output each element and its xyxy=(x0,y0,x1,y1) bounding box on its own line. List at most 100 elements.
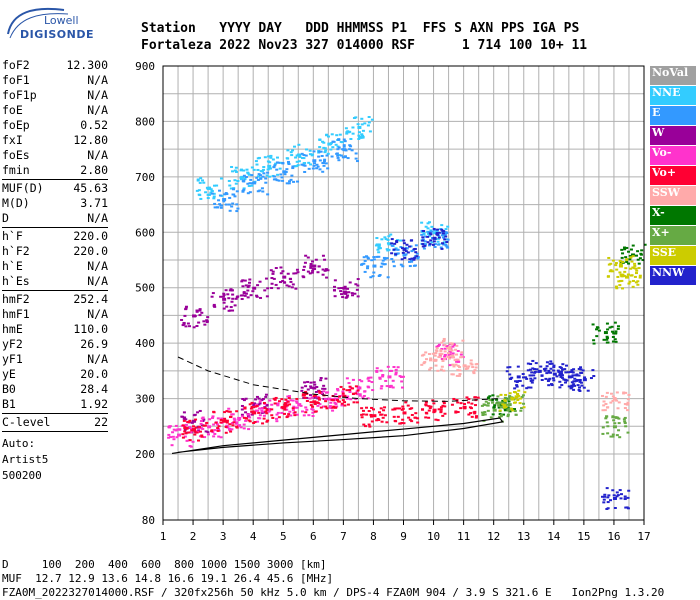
data-point-nnw xyxy=(390,238,394,241)
data-point-ssw xyxy=(470,363,474,366)
data-point-ssw xyxy=(438,355,442,358)
data-point-sse xyxy=(632,267,636,270)
data-point-sse xyxy=(515,393,519,396)
data-point-vo+ xyxy=(286,415,290,418)
data-point-nne xyxy=(297,143,301,146)
data-point-ssw xyxy=(424,351,428,354)
data-point-vo- xyxy=(447,353,452,357)
data-point-nnw xyxy=(408,245,412,248)
data-point-ssw xyxy=(469,362,473,365)
x-tick-label: 15 xyxy=(577,530,590,543)
data-point-nnw xyxy=(443,238,447,241)
data-point-w xyxy=(195,310,199,313)
data-point-sse xyxy=(611,259,615,262)
data-point-sse xyxy=(503,404,507,407)
data-point-w xyxy=(198,409,202,412)
data-point-vo+ xyxy=(467,398,471,401)
data-point-vo+ xyxy=(185,427,189,430)
data-point-x+ xyxy=(519,409,523,412)
data-point-vo- xyxy=(232,417,236,420)
param-name: foF1 xyxy=(2,73,30,87)
legend-item: E xyxy=(650,106,696,125)
data-point-vo+ xyxy=(317,396,321,399)
data-point-vo+ xyxy=(348,385,352,388)
data-point-e xyxy=(396,248,400,251)
data-point-x+ xyxy=(506,415,510,418)
x-tick-label: 13 xyxy=(517,530,530,543)
data-point-nnw xyxy=(579,381,583,384)
data-point-vo+ xyxy=(333,406,337,409)
data-point-x+ xyxy=(521,394,525,397)
data-point-nnw xyxy=(547,384,551,387)
data-point-vo+ xyxy=(304,392,308,395)
data-point-nne xyxy=(196,178,200,181)
data-point-nne xyxy=(318,138,322,141)
data-point-nnw xyxy=(393,242,397,245)
data-point-w xyxy=(322,397,326,400)
data-point-vo- xyxy=(316,404,320,407)
data-point-nnw xyxy=(615,491,619,494)
data-point-vo- xyxy=(291,399,295,402)
data-point-ssw xyxy=(428,368,432,371)
data-point-vo+ xyxy=(401,407,405,410)
data-point-x- xyxy=(640,249,644,252)
data-point-nne xyxy=(300,157,304,160)
data-point-vo+ xyxy=(337,395,341,398)
data-point-w xyxy=(292,272,296,275)
data-point-ssw xyxy=(613,397,617,400)
data-point-nne xyxy=(215,184,219,187)
data-point-w xyxy=(257,403,261,406)
data-point-x- xyxy=(620,256,624,259)
data-point-e xyxy=(341,156,345,159)
data-point-vo- xyxy=(170,444,174,447)
data-point-vo- xyxy=(258,414,262,417)
data-point-w xyxy=(312,381,316,384)
data-point-nne xyxy=(199,197,203,200)
data-point-nnw xyxy=(550,383,554,386)
data-point-x- xyxy=(591,323,595,326)
data-point-w xyxy=(266,287,270,290)
data-point-vo+ xyxy=(413,416,417,419)
data-point-vo- xyxy=(345,397,349,400)
data-point-nnw xyxy=(605,487,609,490)
data-point-e xyxy=(325,154,329,157)
data-point-nne xyxy=(375,243,379,246)
data-point-e xyxy=(394,248,398,251)
data-point-vo- xyxy=(167,425,171,428)
data-point-ssw xyxy=(442,337,446,340)
data-point-nne xyxy=(197,193,201,196)
data-point-vo+ xyxy=(217,425,221,428)
data-point-nnw xyxy=(432,236,437,240)
data-point-e xyxy=(336,156,340,159)
data-point-w xyxy=(227,297,231,300)
data-point-nnw xyxy=(401,247,405,250)
data-point-e xyxy=(318,159,322,162)
data-point-vo+ xyxy=(410,413,414,416)
data-point-vo+ xyxy=(273,398,277,401)
data-point-nne xyxy=(206,187,210,190)
data-point-w xyxy=(192,419,197,423)
data-point-vo- xyxy=(456,360,460,363)
data-point-x- xyxy=(603,331,608,335)
data-point-x- xyxy=(616,327,620,330)
data-point-nnw xyxy=(537,370,541,373)
data-point-sse xyxy=(514,396,518,399)
data-point-nnw xyxy=(395,241,399,244)
data-point-sse xyxy=(629,256,633,259)
data-point-vo- xyxy=(391,379,395,382)
data-point-x- xyxy=(511,397,515,400)
data-point-e xyxy=(446,246,450,249)
data-point-nne xyxy=(434,238,438,241)
data-point-x+ xyxy=(617,429,621,432)
data-point-x- xyxy=(506,406,510,409)
data-point-e xyxy=(281,162,285,165)
data-point-w xyxy=(235,296,239,299)
data-point-nne xyxy=(436,240,440,243)
data-point-vo- xyxy=(241,415,245,418)
data-point-vo- xyxy=(199,427,203,430)
data-point-vo+ xyxy=(316,401,320,404)
data-point-w xyxy=(265,295,269,298)
data-point-vo+ xyxy=(416,417,420,420)
data-point-x- xyxy=(613,338,617,341)
data-point-nne xyxy=(358,135,362,138)
